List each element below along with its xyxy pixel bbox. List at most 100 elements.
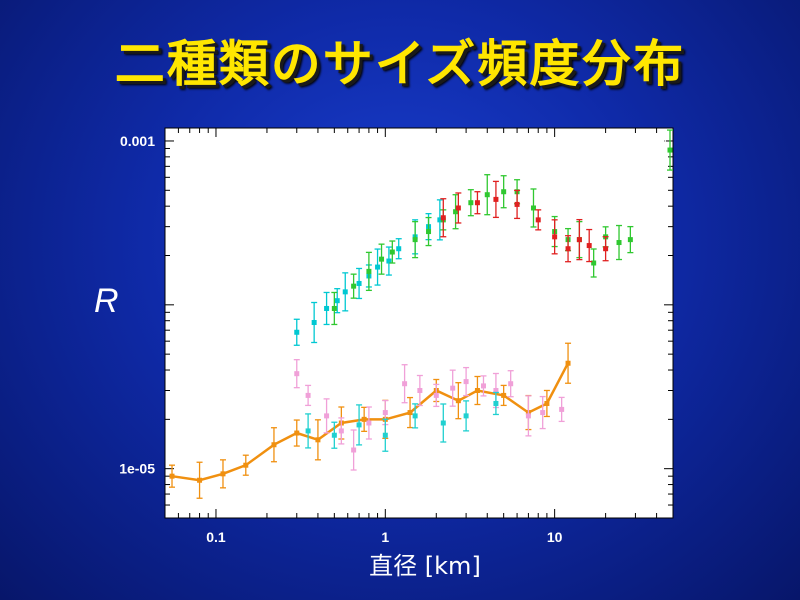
data-point xyxy=(315,437,321,443)
data-point xyxy=(540,410,546,416)
annotation-main-belt-line2: 古いクレーター衝突天体 xyxy=(180,170,367,190)
data-point xyxy=(493,387,499,393)
data-point xyxy=(342,289,348,295)
x-tick-label: 10 xyxy=(547,529,563,545)
data-point xyxy=(433,392,439,398)
data-point xyxy=(243,462,249,468)
data-point xyxy=(271,442,277,448)
data-point xyxy=(338,428,344,434)
data-point xyxy=(305,341,311,347)
data-point xyxy=(345,305,351,311)
data-point xyxy=(197,477,203,483)
data-point xyxy=(356,280,362,286)
data-point xyxy=(544,400,550,406)
data-point xyxy=(501,189,507,195)
data-point xyxy=(324,305,330,311)
data-point xyxy=(552,234,558,240)
data-point xyxy=(581,240,587,246)
data-point xyxy=(455,398,461,404)
data-point xyxy=(311,320,317,326)
data-point xyxy=(559,406,565,412)
data-point xyxy=(508,381,514,387)
data-point xyxy=(382,432,388,438)
data-point xyxy=(591,260,597,266)
data-point xyxy=(463,203,469,209)
data-point xyxy=(662,144,668,150)
data-point xyxy=(525,413,531,419)
data-point xyxy=(453,209,459,215)
data-point xyxy=(386,258,392,264)
data-point xyxy=(622,229,628,235)
y-tick-label: 1e-05 xyxy=(119,461,155,477)
data-point xyxy=(294,430,300,436)
data-point xyxy=(463,379,469,385)
data-point xyxy=(440,420,446,426)
data-point xyxy=(305,392,311,398)
data-point xyxy=(331,432,337,438)
data-point xyxy=(220,471,226,477)
data-point xyxy=(351,283,357,289)
data-point xyxy=(294,371,300,377)
data-point xyxy=(417,234,423,240)
data-point xyxy=(468,200,474,206)
data-point xyxy=(407,410,413,416)
annotation-main-belt-line1: (1) メインベルト小惑星と xyxy=(180,147,379,167)
data-point xyxy=(324,413,330,419)
data-point xyxy=(324,322,330,328)
data-point xyxy=(493,400,499,406)
data-point xyxy=(455,205,461,211)
data-point xyxy=(530,205,536,211)
data-point xyxy=(382,410,388,416)
x-tick-label: 1 xyxy=(381,529,389,545)
data-point xyxy=(586,243,592,249)
data-point xyxy=(535,217,541,223)
x-tick-label: 0.1 xyxy=(206,529,226,545)
data-point xyxy=(356,422,362,428)
y-tick-label: 0.001 xyxy=(120,133,155,149)
data-point xyxy=(565,360,571,366)
data-point xyxy=(412,413,418,419)
data-point xyxy=(603,246,609,252)
data-point xyxy=(450,385,456,391)
data-point xyxy=(627,237,633,243)
data-point xyxy=(305,428,311,434)
series-line xyxy=(171,362,570,482)
plot-area xyxy=(164,127,674,519)
annotation-near-earth-line1: (2) 近地球小惑星と xyxy=(515,460,663,480)
slide-title: 二種類のサイズ頻度分布 xyxy=(114,35,686,93)
data-point xyxy=(375,264,381,270)
data-point xyxy=(169,473,175,479)
data-point xyxy=(417,387,423,393)
plot-marks xyxy=(169,129,673,499)
data-point xyxy=(576,237,582,243)
series-6 xyxy=(305,391,499,452)
data-point xyxy=(493,196,499,202)
data-point xyxy=(379,256,385,262)
data-point xyxy=(474,387,480,393)
data-point xyxy=(616,240,622,246)
data-point xyxy=(396,246,402,252)
data-point xyxy=(501,392,507,398)
data-point xyxy=(480,383,486,389)
data-point xyxy=(437,217,443,223)
annotation-near-earth-line2: 新しいクレーター衝突天体 xyxy=(459,483,663,503)
data-point xyxy=(433,221,439,227)
data-point xyxy=(402,249,408,255)
data-point xyxy=(610,249,616,255)
data-point xyxy=(294,329,300,335)
x-axis-label: 直径 [km] xyxy=(369,552,481,580)
data-point xyxy=(474,200,480,206)
data-point xyxy=(366,268,372,274)
data-point xyxy=(412,237,418,243)
data-point xyxy=(484,192,490,198)
data-point xyxy=(440,215,446,221)
data-point xyxy=(463,413,469,419)
data-point xyxy=(426,229,432,235)
data-point xyxy=(334,298,340,304)
data-point xyxy=(514,201,520,207)
data-point xyxy=(366,420,372,426)
data-point xyxy=(595,246,601,252)
data-point xyxy=(351,447,357,453)
data-point xyxy=(382,268,388,274)
